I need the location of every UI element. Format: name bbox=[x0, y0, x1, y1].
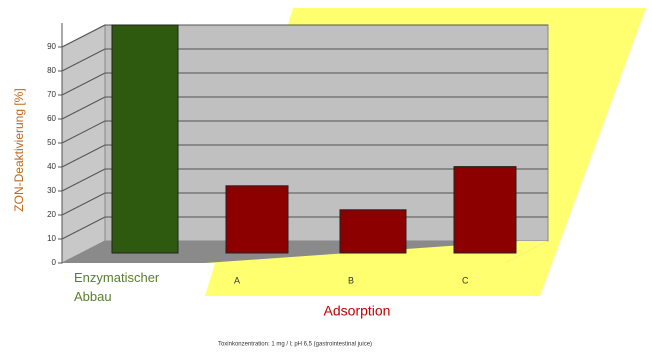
grid-line bbox=[61, 192, 106, 216]
grid-line bbox=[61, 168, 106, 192]
bar bbox=[339, 209, 407, 254]
grid-line bbox=[61, 24, 106, 48]
grid-line bbox=[61, 72, 106, 96]
bar bbox=[111, 24, 179, 254]
y-tick-label: 30 bbox=[47, 186, 56, 195]
grid-line bbox=[61, 96, 106, 120]
y-tick-label: 90 bbox=[47, 42, 56, 51]
grid-line bbox=[61, 144, 106, 168]
category-label: A bbox=[234, 275, 240, 285]
y-tick-label: 60 bbox=[47, 114, 56, 123]
y-tick-label: 50 bbox=[47, 138, 56, 147]
y-tick-label: 80 bbox=[47, 66, 56, 75]
grid-line bbox=[61, 48, 106, 72]
category-label: C bbox=[462, 275, 469, 285]
y-tick-label: 10 bbox=[47, 234, 56, 243]
y-tick-label: 0 bbox=[52, 258, 57, 267]
y-axis-title: ZON-Deaktivierung [%] bbox=[12, 88, 26, 211]
footnote: Toxinkonzentration: 1 mg / l; pH 6,5 (ga… bbox=[218, 342, 372, 348]
y-tick-label: 20 bbox=[47, 210, 56, 219]
grid-line bbox=[61, 216, 106, 240]
category-label: B bbox=[348, 275, 354, 285]
group-label: Adsorption bbox=[324, 303, 391, 319]
grid-line bbox=[61, 120, 106, 144]
category-label: Enzymatischer Abbau bbox=[74, 270, 160, 304]
side-wall bbox=[61, 24, 106, 264]
y-tick-label: 70 bbox=[47, 90, 56, 99]
bar bbox=[225, 185, 289, 254]
y-tick-label: 40 bbox=[47, 162, 56, 171]
bar bbox=[453, 166, 517, 254]
